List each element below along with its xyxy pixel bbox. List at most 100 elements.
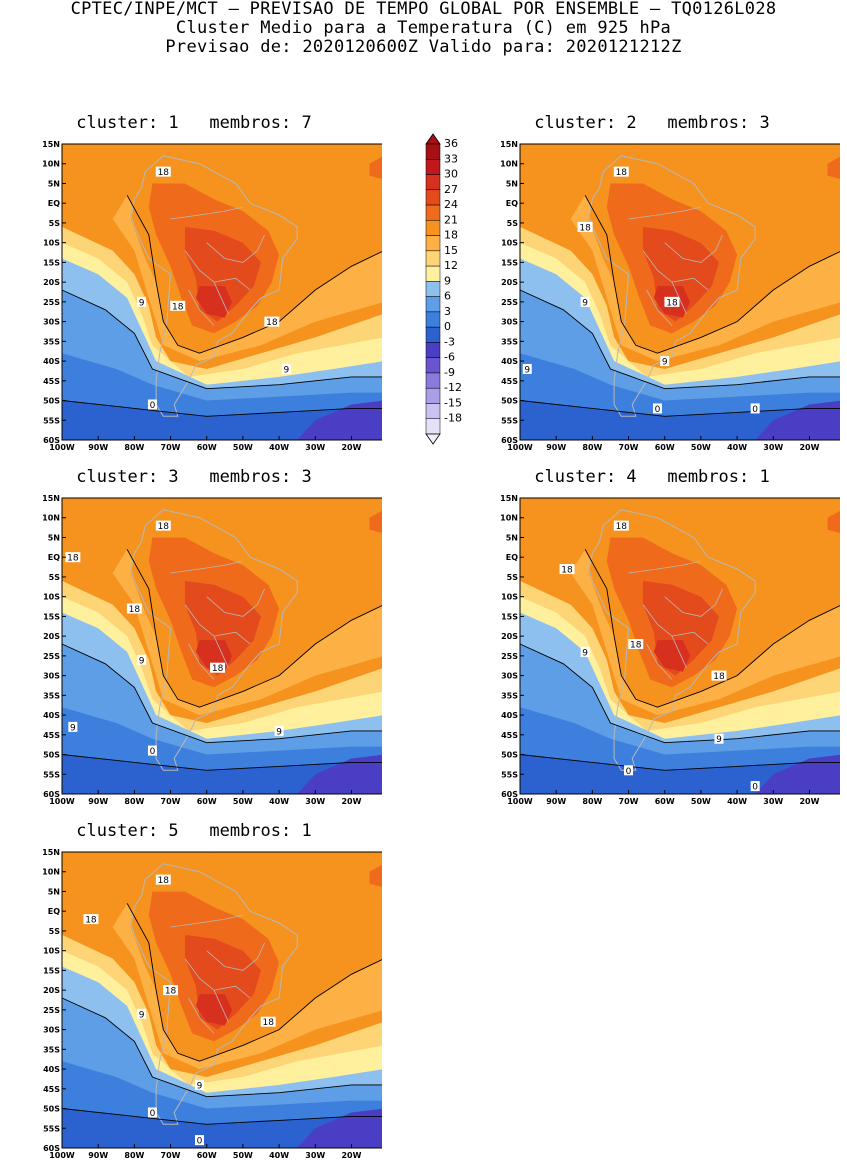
temperature-map: 18 18 18 18 9 9 9 0 15N 10N 5N EQ 5S 10S 15S 20S 25S 30S 3… xyxy=(42,494,382,806)
contour-label: 0 xyxy=(752,783,758,793)
contour-label: 9 xyxy=(283,365,289,375)
lon-tick-label: 60W xyxy=(655,797,675,806)
contour-label: 18 xyxy=(616,168,628,178)
contour-label-bg xyxy=(613,520,629,531)
lat-tick-label: 55S xyxy=(43,770,60,779)
lat-tick-label: 25S xyxy=(501,652,518,661)
panel-title: cluster: 2 membros: 3 xyxy=(534,113,770,133)
colorbar-label: -15 xyxy=(444,396,462,409)
temp-band-cool xyxy=(755,754,840,794)
colorbar-swatch xyxy=(425,357,441,374)
lat-tick-label: 10N xyxy=(500,160,518,169)
contour-label: 9 xyxy=(276,727,282,737)
contour-label: 0 xyxy=(626,767,632,777)
contour-line xyxy=(584,195,840,354)
contour-label: 0 xyxy=(752,405,758,415)
lat-tick-label: 45S xyxy=(43,377,60,386)
contour-label-bg xyxy=(126,603,142,614)
colorbar-swatch xyxy=(425,204,441,221)
contour-label-bg xyxy=(147,745,157,756)
contour-label: 18 xyxy=(158,168,170,178)
colorbar-label: -9 xyxy=(444,366,455,379)
figure-header: CPTEC/INPE/MCT — PREVISAO DE TEMPO GLOBA… xyxy=(0,0,847,57)
contour-line xyxy=(61,1108,382,1125)
contour-line xyxy=(126,903,382,1062)
lat-tick-label: 30S xyxy=(43,672,60,681)
lon-tick-label: 80W xyxy=(582,443,602,452)
lat-tick-label: 5S xyxy=(49,927,61,936)
lat-tick-label: 35S xyxy=(43,691,60,700)
contour-label-bg xyxy=(624,765,634,776)
political-border xyxy=(188,643,215,680)
lat-tick-label: 10S xyxy=(43,593,60,602)
lat-tick-label: 5S xyxy=(507,573,519,582)
lat-tick-label: 20S xyxy=(43,986,60,995)
lon-tick-label: 90W xyxy=(546,797,566,806)
colorbar-swatch xyxy=(425,387,441,404)
contour-label-bg xyxy=(194,1135,204,1146)
contour-line xyxy=(126,549,382,708)
lon-tick-label: 90W xyxy=(88,1151,108,1160)
lon-tick-label: 60W xyxy=(197,443,217,452)
contour-label-bg xyxy=(147,1107,157,1118)
lat-tick-label: 30S xyxy=(501,318,518,327)
temp-band-warm xyxy=(369,864,382,887)
contour-label: 18 xyxy=(266,318,278,328)
lat-tick-label: 50S xyxy=(43,1105,60,1114)
contour-label: 9 xyxy=(716,735,722,745)
colorbar-label: 27 xyxy=(444,183,458,196)
lon-tick-label: 30W xyxy=(763,443,783,452)
lat-tick-label: 25S xyxy=(43,298,60,307)
lon-tick-label: 30W xyxy=(305,1151,325,1160)
political-border xyxy=(213,277,251,291)
contour-label-bg xyxy=(260,1016,276,1027)
temp-band-18 xyxy=(112,549,382,716)
lon-tick-label: 100W xyxy=(49,797,75,806)
contour-label: 18 xyxy=(158,876,170,886)
contour-label: 18 xyxy=(158,522,170,532)
temp-band-18 xyxy=(112,195,382,362)
contour-label-bg xyxy=(83,914,99,925)
lat-tick-label: 40S xyxy=(501,711,518,720)
contour-label-bg xyxy=(580,646,590,657)
colorbar-swatch xyxy=(425,265,441,282)
lon-tick-label: 40W xyxy=(269,797,289,806)
lon-tick-label: 80W xyxy=(124,1151,144,1160)
colorbar-label: 15 xyxy=(444,244,458,257)
contour-label: 0 xyxy=(150,401,156,411)
contour-label: 9 xyxy=(139,656,145,666)
lat-tick-label: EQ xyxy=(48,553,60,562)
lon-tick-label: 20W xyxy=(799,797,819,806)
contour-line xyxy=(61,997,382,1098)
lat-tick-label: 20S xyxy=(43,278,60,287)
colorbar-min-arrow xyxy=(425,433,441,445)
colorbar-label: 9 xyxy=(444,274,451,287)
political-border xyxy=(206,942,265,971)
temp-band-18 xyxy=(570,195,840,362)
lat-tick-label: 10N xyxy=(42,868,60,877)
header-validity: Previsao de: 2020120600Z Valido para: 20… xyxy=(165,37,682,57)
contour-label-bg xyxy=(155,166,171,177)
contour-line xyxy=(519,289,840,390)
contour-label-bg xyxy=(137,654,147,665)
contour-line xyxy=(61,289,382,390)
lat-tick-label: 55S xyxy=(501,416,518,425)
contour-label-bg xyxy=(522,363,532,374)
lat-tick-label: 50S xyxy=(43,751,60,760)
contour-line xyxy=(126,195,382,354)
political-border xyxy=(646,289,673,326)
lon-tick-label: 100W xyxy=(49,1151,75,1160)
lon-tick-label: 60W xyxy=(197,797,217,806)
lat-tick-label: 60S xyxy=(501,436,518,445)
lat-tick-label: 30S xyxy=(43,318,60,327)
lat-tick-label: 60S xyxy=(43,1144,60,1153)
contour-label-bg xyxy=(750,781,760,792)
lon-tick-label: 30W xyxy=(305,443,325,452)
map-plot-area: 18 18 18 9 9 0 xyxy=(61,144,382,440)
contour-line xyxy=(61,400,382,417)
temp-band-18 xyxy=(112,903,382,1070)
contour-label: 9 xyxy=(582,648,588,658)
lon-tick-label: 40W xyxy=(727,797,747,806)
political-border xyxy=(671,631,709,645)
